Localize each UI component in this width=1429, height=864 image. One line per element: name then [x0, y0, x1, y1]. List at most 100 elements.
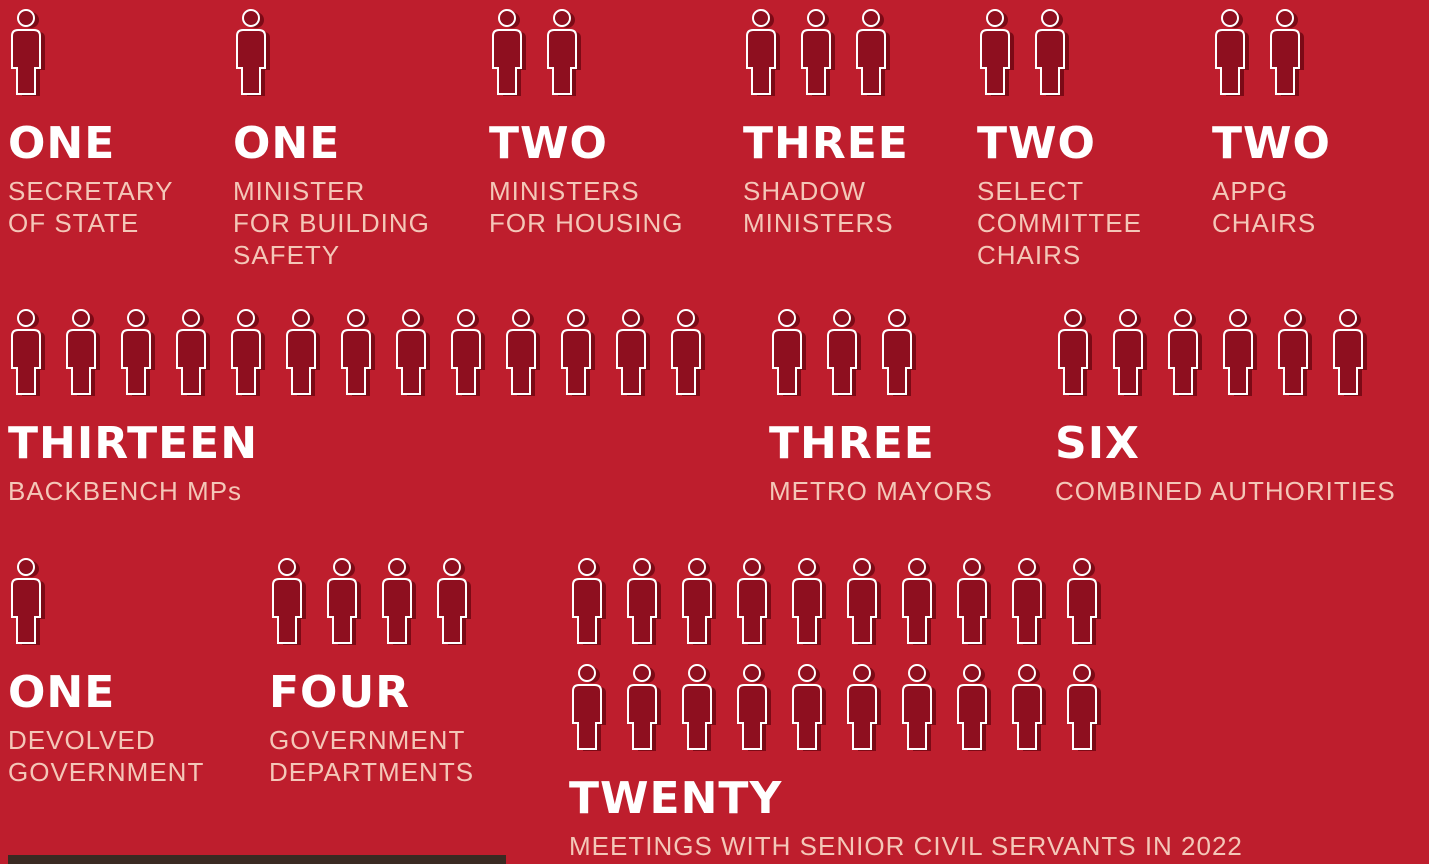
item-label: COMMITTEE — [977, 208, 1142, 238]
icon-head — [1175, 310, 1191, 326]
icon-head — [834, 310, 850, 326]
icon-head — [403, 310, 419, 326]
item-label: APPG — [1212, 176, 1288, 206]
icon-head — [909, 559, 925, 575]
icon-head — [1074, 665, 1090, 681]
icon-head — [579, 559, 595, 575]
icon-body — [628, 685, 656, 749]
icon-body — [493, 30, 521, 94]
item-label: BACKBENCH MPs — [8, 476, 242, 506]
icon-body — [628, 579, 656, 643]
icon-body — [793, 579, 821, 643]
icon-body — [1271, 30, 1299, 94]
icon-body — [1216, 30, 1244, 94]
icon-body — [1068, 579, 1096, 643]
icon-head — [799, 665, 815, 681]
icon-head — [808, 10, 824, 26]
icon-body — [1169, 330, 1197, 394]
icon-body — [573, 579, 601, 643]
icon-body — [981, 30, 1009, 94]
icon-body — [857, 30, 885, 94]
icon-head — [1230, 310, 1246, 326]
icon-body — [67, 330, 95, 394]
icon-head — [753, 10, 769, 26]
icon-body — [397, 330, 425, 394]
icon-body — [848, 685, 876, 749]
icon-body — [903, 685, 931, 749]
icon-body — [747, 30, 775, 94]
icon-head — [1074, 559, 1090, 575]
icon-head — [854, 559, 870, 575]
icon-head — [554, 10, 570, 26]
icon-head — [987, 10, 1003, 26]
icon-body — [342, 330, 370, 394]
item-label: DEPARTMENTS — [269, 757, 474, 787]
icon-body — [328, 579, 356, 643]
icon-body — [672, 330, 700, 394]
item-label: COMBINED AUTHORITIES — [1055, 476, 1396, 506]
count-word: ONE — [8, 118, 115, 169]
icon-body — [507, 330, 535, 394]
icon-body — [738, 685, 766, 749]
icon-head — [1042, 10, 1058, 26]
icon-body — [452, 330, 480, 394]
icon-head — [389, 559, 405, 575]
item-label: SECRETARY — [8, 176, 174, 206]
item-label: MINISTER — [233, 176, 365, 206]
count-word: THREE — [769, 418, 935, 469]
item-label: SELECT — [977, 176, 1084, 206]
icon-head — [689, 665, 705, 681]
item-label: GOVERNMENT — [8, 757, 204, 787]
icon-body — [903, 579, 931, 643]
icon-head — [513, 310, 529, 326]
icon-body — [12, 330, 40, 394]
count-word: TWO — [1212, 118, 1331, 169]
icon-head — [243, 10, 259, 26]
icon-body — [548, 30, 576, 94]
icon-head — [458, 310, 474, 326]
icon-head — [623, 310, 639, 326]
count-word: TWENTY — [569, 773, 782, 824]
item-label: METRO MAYORS — [769, 476, 993, 506]
icon-head — [444, 559, 460, 575]
icon-body — [273, 579, 301, 643]
icon-head — [279, 559, 295, 575]
icon-body — [562, 330, 590, 394]
icon-body — [828, 330, 856, 394]
icon-head — [18, 310, 34, 326]
icon-body — [287, 330, 315, 394]
icon-body — [232, 330, 260, 394]
icon-head — [238, 310, 254, 326]
count-word: TWO — [977, 118, 1096, 169]
icon-body — [958, 685, 986, 749]
icon-body — [177, 330, 205, 394]
icon-body — [1224, 330, 1252, 394]
icon-head — [73, 310, 89, 326]
icon-head — [18, 10, 34, 26]
count-word: THIRTEEN — [8, 418, 258, 469]
icon-head — [634, 559, 650, 575]
icon-body — [738, 579, 766, 643]
icon-head — [909, 665, 925, 681]
item-label: DEVOLVED — [8, 725, 156, 755]
icon-head — [1285, 310, 1301, 326]
icon-head — [779, 310, 795, 326]
icon-body — [438, 579, 466, 643]
icon-head — [183, 310, 199, 326]
icon-body — [683, 579, 711, 643]
icon-body — [1013, 685, 1041, 749]
item-label: SHADOW — [743, 176, 866, 206]
icon-body — [958, 579, 986, 643]
icon-head — [799, 559, 815, 575]
icon-head — [744, 665, 760, 681]
icon-body — [383, 579, 411, 643]
icon-head — [348, 310, 364, 326]
icon-body — [1114, 330, 1142, 394]
item-label: MEETINGS WITH SENIOR CIVIL SERVANTS IN 2… — [569, 831, 1243, 861]
icon-body — [1013, 579, 1041, 643]
icon-head — [1277, 10, 1293, 26]
item-label: FOR BUILDING — [233, 208, 430, 238]
icon-body — [12, 30, 40, 94]
item-label: CHAIRS — [977, 240, 1081, 270]
icon-head — [964, 559, 980, 575]
